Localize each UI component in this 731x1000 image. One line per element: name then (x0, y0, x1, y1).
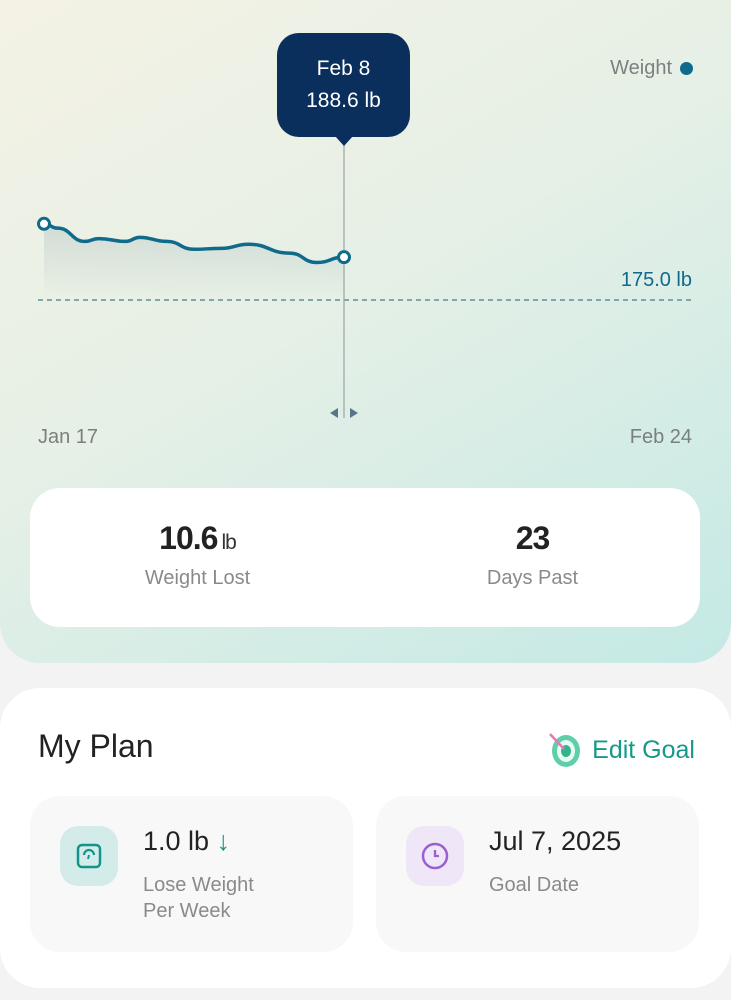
my-plan-card: My Plan Edit Goal 1.0 lb ↓ Lose Weight Pe… (0, 688, 731, 988)
goal-date-value: Jul 7, 2025 (489, 826, 622, 856)
drag-handle-icon[interactable] (330, 408, 358, 418)
weekly-rate-card[interactable]: 1.0 lb ↓ Lose Weight Per Week (30, 796, 353, 952)
target-icon (549, 733, 581, 767)
arrow-down-icon: ↓ (216, 826, 231, 856)
tooltip: Feb 8 188.6 lb (277, 33, 410, 146)
days-past-value: 23 (515, 520, 551, 556)
data-point[interactable] (37, 216, 51, 231)
tooltip-date: Feb 8 (316, 57, 371, 80)
goal-date-label: Goal Date (489, 874, 580, 896)
clock-icon (406, 826, 464, 886)
rate-value: 1.0 lb (143, 826, 210, 856)
edit-goal-label: Edit Goal (592, 735, 695, 764)
days-past-label: Days Past (486, 567, 579, 589)
weight-lost-unit: lb (221, 531, 236, 554)
stat-weight-lost: 10.6 lb Weight Lost (30, 488, 365, 627)
weight-chart-panel: Feb 8 188.6 lb Weight 175.0 lb Jan 17 Fe… (0, 0, 731, 663)
x-tick-start: Jan 17 (38, 426, 99, 448)
stats-card: 10.6 lb Weight Lost 23 Days Past (30, 488, 700, 627)
rate-label-2: Per Week (143, 900, 231, 922)
plan-title: My Plan (38, 728, 154, 764)
tooltip-value: 188.6 lb (306, 89, 381, 112)
legend-label: Weight (610, 57, 672, 79)
x-tick-end: Feb 24 (629, 426, 692, 448)
data-point[interactable] (337, 250, 351, 265)
goal-line-label: 175.0 lb (620, 269, 692, 291)
weight-line (43, 222, 345, 265)
goal-date-card[interactable]: Jul 7, 2025 Goal Date (376, 796, 699, 952)
stat-days-past: 23 Days Past (365, 488, 700, 627)
weight-lost-value: 10.6 (159, 520, 218, 556)
weight-chart[interactable] (0, 0, 731, 460)
legend-dot-icon (680, 62, 693, 75)
weight-lost-label: Weight Lost (144, 567, 251, 589)
weight-area (44, 223, 344, 300)
edit-goal-button[interactable]: Edit Goal (544, 730, 695, 770)
legend: Weight (610, 57, 693, 80)
scale-icon (60, 826, 118, 886)
rate-label-1: Lose Weight (143, 874, 254, 896)
